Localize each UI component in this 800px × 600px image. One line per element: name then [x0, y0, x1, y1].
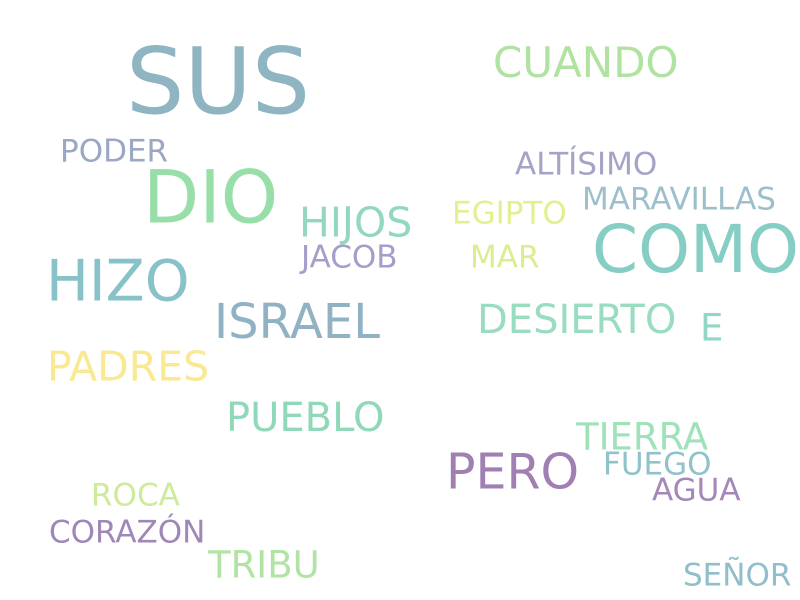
word-mar: MAR: [470, 239, 540, 276]
word-fuego: FUEGO: [603, 446, 712, 483]
word-roca: ROCA: [91, 477, 180, 514]
word-poder: PODER: [60, 133, 169, 170]
word-egipto: EGIPTO: [452, 195, 567, 232]
word-desierto: DESIERTO: [477, 297, 677, 343]
word-tierra: TIERRA: [576, 415, 709, 459]
word-dio: DIO: [143, 155, 279, 241]
word-corazon: CORAZÓN: [49, 514, 206, 551]
word-sus: SUS: [126, 28, 311, 135]
word-israel: ISRAEL: [214, 294, 380, 350]
word-maravillas: MARAVILLAS: [582, 181, 776, 218]
word-cuando: CUANDO: [493, 38, 679, 87]
word-padres: PADRES: [47, 342, 210, 391]
word-e: E: [700, 306, 724, 350]
word-tribu: TRIBU: [208, 543, 320, 587]
word-pueblo: PUEBLO: [226, 395, 385, 441]
word-jacob: JACOB: [301, 239, 398, 276]
word-como: COMO: [592, 211, 799, 288]
word-hizo: HIZO: [46, 248, 190, 315]
word-agua: AGUA: [652, 472, 741, 509]
word-pero: PERO: [446, 443, 580, 501]
word-senor: SEÑOR: [683, 557, 792, 594]
word-hijos: HIJOS: [299, 198, 413, 247]
word-altisimo: ALTÍSIMO: [515, 146, 658, 183]
